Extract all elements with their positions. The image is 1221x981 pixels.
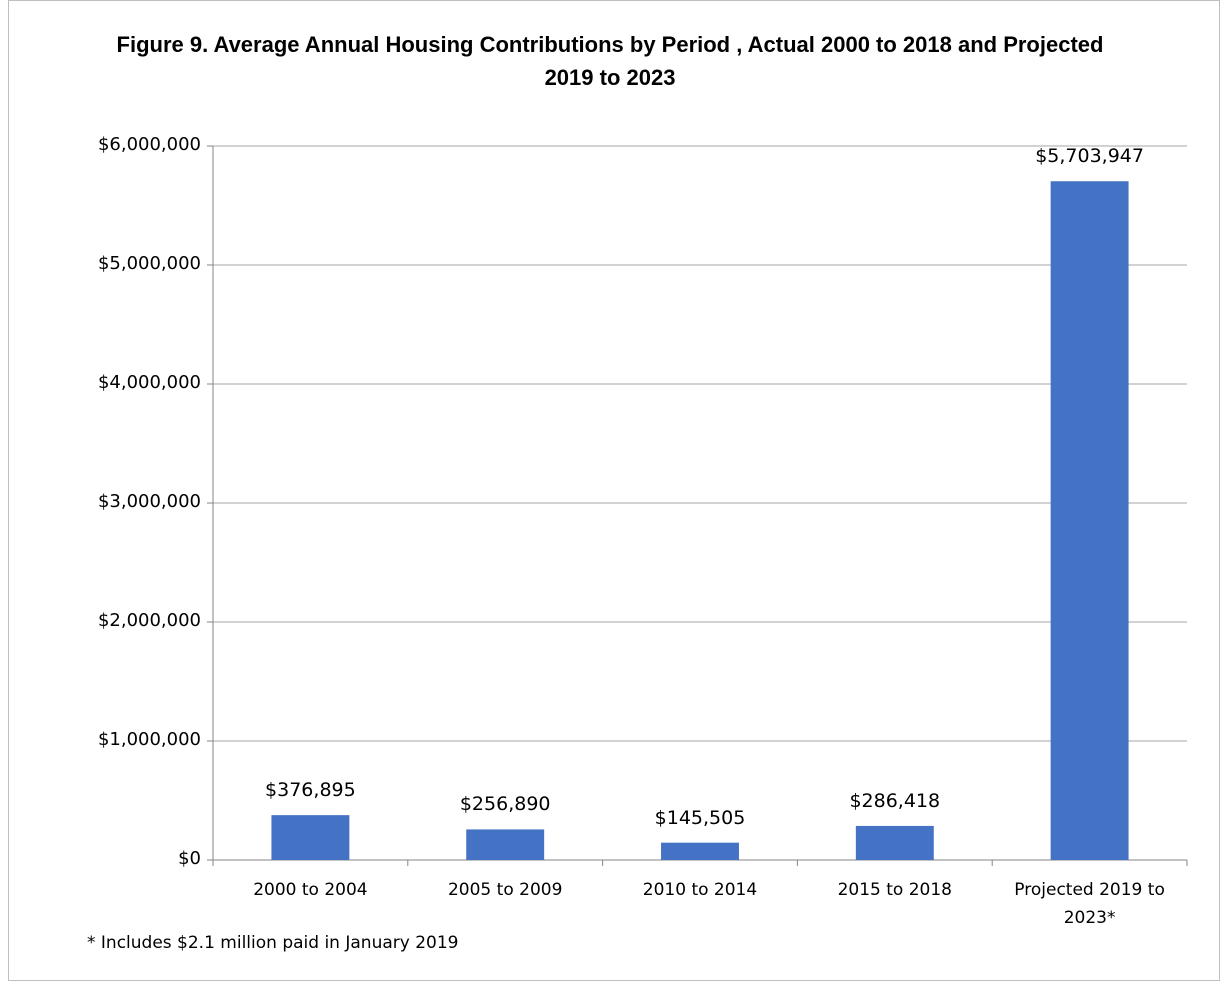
y-tick-label: $6,000,000 (97, 134, 201, 155)
y-tick-label: $5,000,000 (97, 253, 201, 274)
bar (661, 842, 739, 860)
bar (466, 829, 545, 860)
y-tick-label: $2,000,000 (97, 610, 201, 631)
y-tick-label: $1,000,000 (97, 729, 201, 750)
data-label: $256,890 (459, 793, 551, 816)
x-tick-label: Projected 2019 to 2023* (1014, 880, 1165, 928)
data-label: $376,895 (265, 779, 356, 802)
data-label: $286,418 (849, 789, 941, 812)
x-tick-label: 2000 to 2004 (253, 880, 368, 900)
y-tick-label: $4,000,000 (97, 372, 201, 393)
x-tick-label: 2010 to 2014 (642, 880, 758, 900)
bar (1050, 181, 1129, 861)
y-tick-label: $3,000,000 (97, 491, 201, 512)
data-label: $5,703,947 (1035, 145, 1144, 168)
data-label: $145,505 (654, 806, 746, 829)
y-tick-label: $0 (178, 848, 201, 869)
footnote: * Includes $2.1 million paid in January … (87, 933, 459, 953)
bar (855, 825, 934, 860)
x-tick-label: 2015 to 2018 (837, 880, 952, 900)
chart-title: Figure 9. Average Annual Housing Contrib… (116, 32, 1104, 90)
x-tick-label: 2005 to 2009 (447, 880, 563, 900)
bar (271, 815, 350, 860)
